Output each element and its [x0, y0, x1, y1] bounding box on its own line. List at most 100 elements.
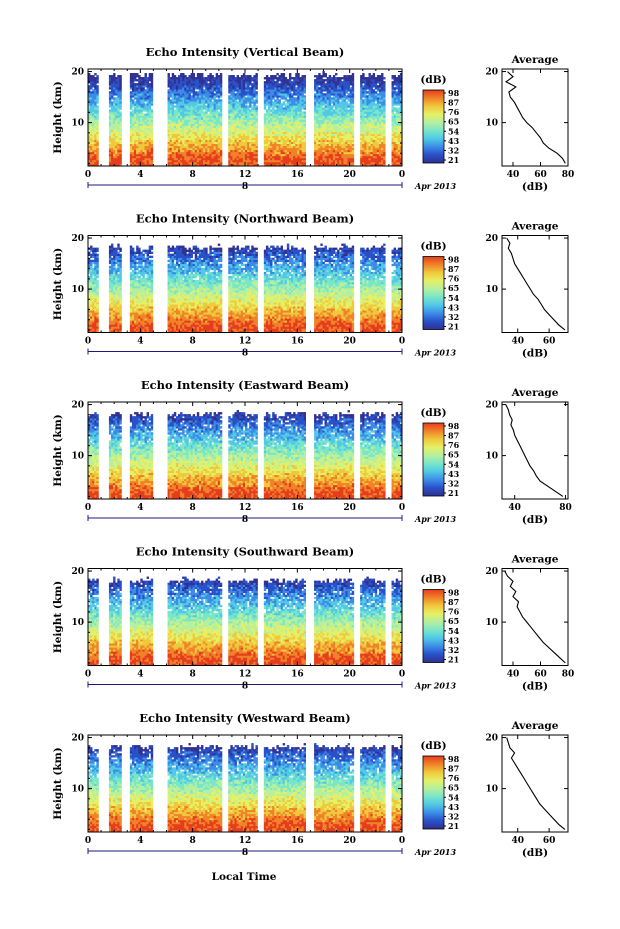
- heatmap-cell: [168, 134, 170, 136]
- heatmap-cell: [140, 142, 142, 144]
- heatmap-cell: [188, 142, 190, 144]
- heatmap-cell: [178, 95, 180, 97]
- heatmap-cell: [151, 144, 153, 146]
- heatmap-cell: [199, 158, 201, 160]
- heatmap-cell: [130, 118, 132, 120]
- heatmap-cell: [151, 160, 153, 162]
- heatmap-cell: [182, 134, 184, 136]
- heatmap-cell: [191, 105, 193, 107]
- heatmap-cell: [184, 122, 186, 124]
- heatmap-cell: [142, 120, 144, 122]
- heatmap-cell: [96, 144, 98, 146]
- heatmap-cell: [191, 97, 193, 99]
- heatmap-cell: [130, 103, 132, 105]
- heatmap-cell: [197, 79, 199, 81]
- heatmap-cell: [142, 140, 144, 142]
- heatmap-cell: [90, 111, 92, 113]
- heatmap-cell: [193, 158, 195, 160]
- heatmap-cell: [176, 120, 178, 122]
- heatmap-cell: [184, 115, 186, 117]
- heatmap-cell: [138, 160, 140, 162]
- heatmap-cell: [138, 93, 140, 95]
- heatmap-cell: [117, 99, 119, 101]
- heatmap-cell: [94, 81, 96, 83]
- heatmap-cell: [182, 132, 184, 134]
- heatmap-cell: [178, 85, 180, 87]
- heatmap-cell: [172, 152, 174, 154]
- heatmap-cell: [197, 144, 199, 146]
- heatmap-cell: [149, 93, 151, 95]
- heatmap-cell: [130, 122, 132, 124]
- heatmap-cell: [184, 148, 186, 150]
- heatmap-cell: [117, 107, 119, 109]
- heatmap-cell: [90, 120, 92, 122]
- heatmap-cell: [149, 132, 151, 134]
- heatmap-cell: [115, 148, 117, 150]
- heatmap-cell: [191, 132, 193, 134]
- heatmap-cell: [111, 148, 113, 150]
- heatmap-cell: [193, 142, 195, 144]
- heatmap-cell: [149, 83, 151, 85]
- heatmap-cell: [134, 150, 136, 152]
- heatmap-cell: [117, 85, 119, 87]
- heatmap-cell: [94, 97, 96, 99]
- heatmap-cell: [151, 77, 153, 79]
- heatmap-cell: [115, 128, 117, 130]
- heatmap-cell: [92, 142, 94, 144]
- heatmap-cell: [94, 148, 96, 150]
- heatmap-cell: [138, 83, 140, 85]
- heatmap-cell: [90, 150, 92, 152]
- heatmap-cell: [168, 105, 170, 107]
- heatmap-cell: [197, 85, 199, 87]
- heatmap-cell: [109, 160, 111, 162]
- heatmap-cell: [195, 158, 197, 160]
- heatmap-cell: [111, 107, 113, 109]
- heatmap-cell: [184, 91, 186, 93]
- heatmap-cell: [180, 113, 182, 115]
- heatmap-cell: [170, 95, 172, 97]
- heatmap-cell: [188, 95, 190, 97]
- heatmap-cell: [195, 79, 197, 81]
- heatmap-cell: [90, 105, 92, 107]
- heatmap-cell: [174, 101, 176, 103]
- heatmap-cell: [147, 122, 149, 124]
- heatmap-cell: [142, 130, 144, 132]
- heatmap-cell: [188, 103, 190, 105]
- heatmap-cell: [178, 89, 180, 91]
- heatmap-cell: [113, 152, 115, 154]
- heatmap-cell: [132, 124, 134, 126]
- heatmap-cell: [180, 77, 182, 79]
- heatmap-cell: [168, 97, 170, 99]
- heatmap-cell: [90, 130, 92, 132]
- heatmap-cell: [195, 97, 197, 99]
- heatmap-cell: [119, 144, 121, 146]
- heatmap-cell: [182, 148, 184, 150]
- panel-0: Echo Intensity (Vertical Beam)1020Height…: [52, 45, 574, 193]
- heatmap-cell: [96, 115, 98, 117]
- heatmap-cell: [186, 140, 188, 142]
- heatmap-cell: [193, 99, 195, 101]
- heatmap-cells: [88, 71, 402, 166]
- heatmap-cell: [168, 160, 170, 162]
- heatmap-cell: [145, 160, 147, 162]
- heatmap-cell: [178, 142, 180, 144]
- heatmap-cell: [117, 144, 119, 146]
- heatmap-cell: [193, 122, 195, 124]
- heatmap-cell: [138, 115, 140, 117]
- heatmap-cell: [168, 130, 170, 132]
- heatmap-cell: [182, 99, 184, 101]
- heatmap-cell: [168, 95, 170, 97]
- heatmap-cell: [109, 101, 111, 103]
- heatmap-cell: [115, 115, 117, 117]
- heatmap-cell: [115, 89, 117, 91]
- heatmap-cell: [151, 73, 153, 75]
- heatmap-cell: [170, 136, 172, 138]
- heatmap-cell: [151, 115, 153, 117]
- heatmap-cell: [117, 115, 119, 117]
- heatmap-cell: [186, 120, 188, 122]
- heatmap-cell: [109, 105, 111, 107]
- heatmap-cell: [172, 99, 174, 101]
- heatmap-cell: [132, 95, 134, 97]
- heatmap-cell: [147, 91, 149, 93]
- heatmap-cell: [170, 107, 172, 109]
